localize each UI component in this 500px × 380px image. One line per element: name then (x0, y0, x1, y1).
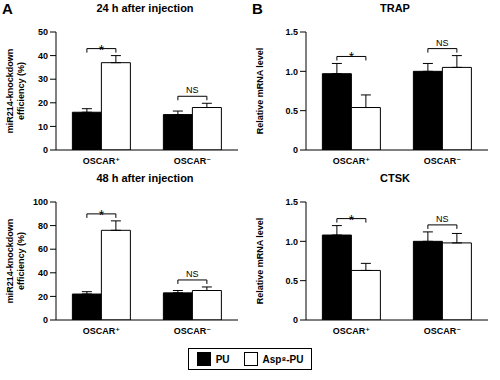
svg-text:NS: NS (186, 269, 199, 279)
html-text:CTSK: CTSK (380, 172, 410, 184)
svg-text:miR214-knockdownefficiency (%): miR214-knockdownefficiency (%) (8, 219, 26, 304)
svg-text:0.5: 0.5 (285, 106, 298, 116)
svg-text:40: 40 (38, 268, 48, 278)
html-text:48 h after injection: 48 h after injection (96, 172, 194, 184)
svg-text:50: 50 (38, 27, 48, 37)
svg-text:80: 80 (38, 221, 48, 231)
html-text:Asp⁸-PU: Asp⁸-PU (262, 353, 304, 365)
svg-text:OSCAR⁻: OSCAR⁻ (424, 326, 462, 336)
svg-text:100: 100 (33, 197, 48, 207)
svg-text:OSCAR⁻: OSCAR⁻ (174, 156, 212, 166)
svg-text:0: 0 (43, 315, 48, 325)
svg-text:OSCAR⁻: OSCAR⁻ (424, 156, 462, 166)
svg-text:20: 20 (38, 292, 48, 302)
html-text:24 h after injection: 24 h after injection (96, 2, 194, 14)
html-text:A: A (2, 0, 13, 17)
html-text:TRAP: TRAP (380, 2, 410, 14)
svg-text:OSCAR⁺: OSCAR⁺ (83, 156, 121, 166)
html-text:PU: PU (215, 353, 230, 365)
html-text:B: B (252, 0, 263, 17)
svg-text:1.5: 1.5 (285, 197, 298, 207)
svg-text:1.5: 1.5 (285, 27, 298, 37)
svg-text:*: * (349, 49, 355, 65)
svg-text:NS: NS (436, 214, 449, 224)
svg-text:40: 40 (38, 51, 48, 61)
svg-text:OSCAR⁺: OSCAR⁺ (83, 326, 121, 336)
svg-text:0: 0 (293, 145, 298, 155)
svg-text:60: 60 (38, 244, 48, 254)
svg-text:10: 10 (38, 122, 48, 132)
svg-text:*: * (349, 212, 355, 228)
svg-text:0: 0 (293, 315, 298, 325)
svg-text:0: 0 (43, 145, 48, 155)
svg-text:NS: NS (436, 38, 449, 48)
svg-text:Relative mRNA level: Relative mRNA level (255, 48, 265, 135)
svg-text:OSCAR⁺: OSCAR⁺ (333, 326, 371, 336)
svg-text:*: * (99, 207, 105, 223)
svg-text:0.5: 0.5 (285, 276, 298, 286)
svg-text:*: * (99, 42, 105, 58)
svg-text:1.0: 1.0 (285, 237, 298, 247)
svg-text:30: 30 (38, 74, 48, 84)
svg-text:20: 20 (38, 98, 48, 108)
svg-text:OSCAR⁻: OSCAR⁻ (174, 326, 212, 336)
svg-text:1.0: 1.0 (285, 67, 298, 77)
svg-text:miR214-knockdownefficiency (%): miR214-knockdownefficiency (%) (8, 49, 26, 134)
svg-text:OSCAR⁺: OSCAR⁺ (333, 156, 371, 166)
svg-text:Relative mRNA level: Relative mRNA level (255, 218, 265, 305)
svg-text:NS: NS (186, 85, 199, 95)
